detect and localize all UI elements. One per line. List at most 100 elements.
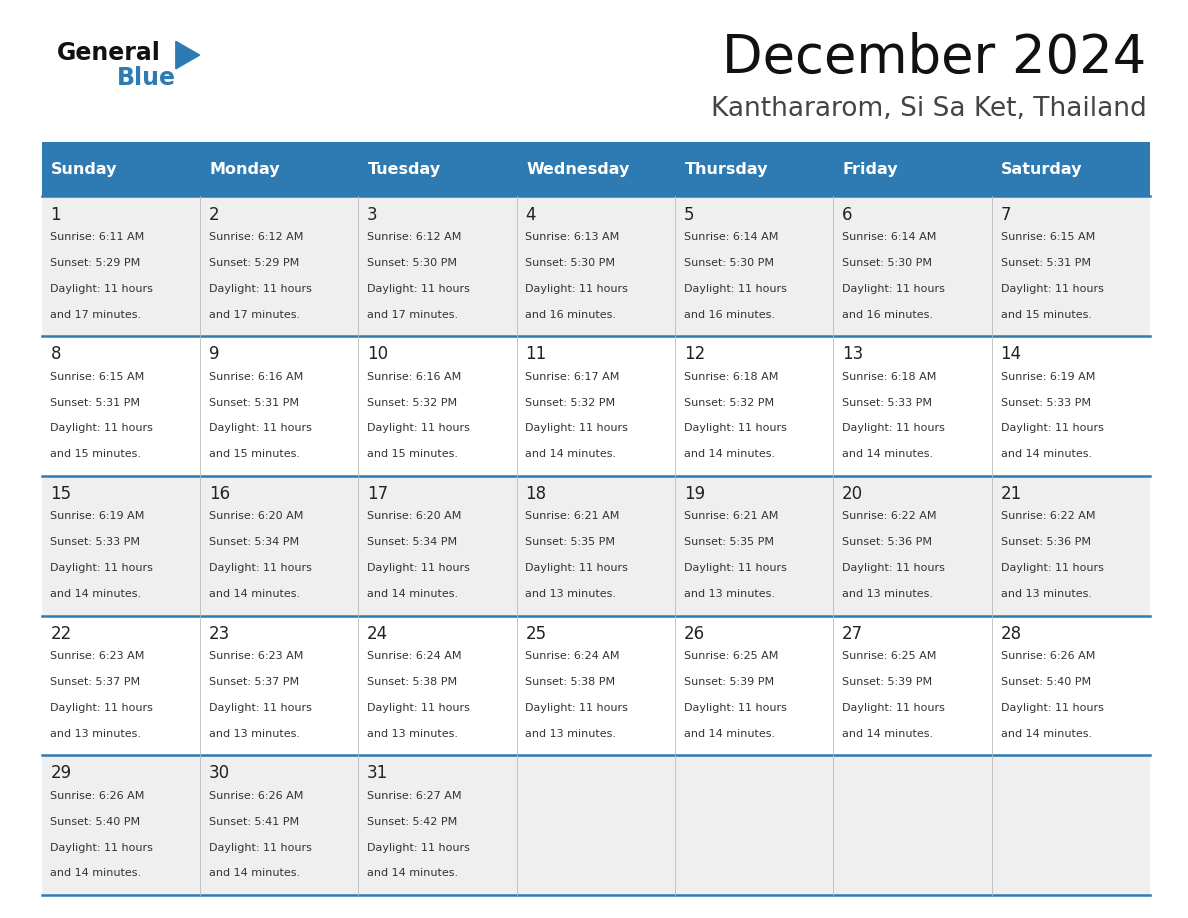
Text: and 13 minutes.: and 13 minutes. <box>50 729 141 739</box>
Text: 30: 30 <box>209 765 230 782</box>
Text: Sunset: 5:30 PM: Sunset: 5:30 PM <box>842 258 933 268</box>
Text: 9: 9 <box>209 345 220 364</box>
Text: and 14 minutes.: and 14 minutes. <box>684 449 775 459</box>
Bar <box>42 196 1150 336</box>
Text: Sunrise: 6:18 AM: Sunrise: 6:18 AM <box>842 372 936 382</box>
Text: and 17 minutes.: and 17 minutes. <box>50 309 141 319</box>
Bar <box>42 756 1150 895</box>
Text: Daylight: 11 hours: Daylight: 11 hours <box>842 423 944 433</box>
Text: Sunset: 5:32 PM: Sunset: 5:32 PM <box>525 397 615 408</box>
Text: 14: 14 <box>1000 345 1022 364</box>
Text: Sunset: 5:36 PM: Sunset: 5:36 PM <box>1000 537 1091 547</box>
Text: Sunrise: 6:12 AM: Sunrise: 6:12 AM <box>367 232 461 242</box>
Text: Sunday: Sunday <box>51 162 118 177</box>
Text: Sunset: 5:33 PM: Sunset: 5:33 PM <box>1000 397 1091 408</box>
Text: Sunrise: 6:14 AM: Sunrise: 6:14 AM <box>842 232 936 242</box>
Text: Daylight: 11 hours: Daylight: 11 hours <box>367 284 470 294</box>
Text: Daylight: 11 hours: Daylight: 11 hours <box>842 563 944 573</box>
Text: Daylight: 11 hours: Daylight: 11 hours <box>684 563 786 573</box>
Bar <box>42 336 1150 476</box>
Text: and 14 minutes.: and 14 minutes. <box>1000 449 1092 459</box>
Text: and 15 minutes.: and 15 minutes. <box>367 449 459 459</box>
Text: Sunrise: 6:18 AM: Sunrise: 6:18 AM <box>684 372 778 382</box>
Text: Daylight: 11 hours: Daylight: 11 hours <box>684 703 786 713</box>
Text: and 14 minutes.: and 14 minutes. <box>209 589 299 599</box>
Text: Daylight: 11 hours: Daylight: 11 hours <box>209 284 311 294</box>
Text: Sunrise: 6:20 AM: Sunrise: 6:20 AM <box>367 511 461 521</box>
Text: Sunrise: 6:11 AM: Sunrise: 6:11 AM <box>50 232 145 242</box>
Text: and 13 minutes.: and 13 minutes. <box>1000 589 1092 599</box>
Text: 2: 2 <box>209 206 220 223</box>
Text: and 15 minutes.: and 15 minutes. <box>1000 309 1092 319</box>
Text: Sunrise: 6:19 AM: Sunrise: 6:19 AM <box>1000 372 1095 382</box>
Text: Sunrise: 6:23 AM: Sunrise: 6:23 AM <box>209 651 303 661</box>
Text: 22: 22 <box>50 624 71 643</box>
Text: Sunset: 5:30 PM: Sunset: 5:30 PM <box>525 258 615 268</box>
Text: Sunrise: 6:26 AM: Sunrise: 6:26 AM <box>209 791 303 800</box>
Text: Daylight: 11 hours: Daylight: 11 hours <box>525 423 628 433</box>
Text: Wednesday: Wednesday <box>526 162 630 177</box>
Text: 15: 15 <box>50 485 71 503</box>
Text: 1: 1 <box>50 206 61 223</box>
Text: Sunrise: 6:24 AM: Sunrise: 6:24 AM <box>367 651 462 661</box>
Text: Daylight: 11 hours: Daylight: 11 hours <box>367 703 470 713</box>
Text: Sunset: 5:29 PM: Sunset: 5:29 PM <box>209 258 299 268</box>
Text: and 13 minutes.: and 13 minutes. <box>209 729 299 739</box>
Text: and 13 minutes.: and 13 minutes. <box>684 589 775 599</box>
Text: and 14 minutes.: and 14 minutes. <box>1000 729 1092 739</box>
Text: Daylight: 11 hours: Daylight: 11 hours <box>1000 563 1104 573</box>
Text: 19: 19 <box>684 485 704 503</box>
Text: Sunset: 5:29 PM: Sunset: 5:29 PM <box>50 258 140 268</box>
Text: 24: 24 <box>367 624 388 643</box>
Text: Kanthararom, Si Sa Ket, Thailand: Kanthararom, Si Sa Ket, Thailand <box>710 96 1146 122</box>
Text: Blue: Blue <box>116 66 176 90</box>
Text: Sunrise: 6:21 AM: Sunrise: 6:21 AM <box>684 511 778 521</box>
Text: Sunrise: 6:20 AM: Sunrise: 6:20 AM <box>209 511 303 521</box>
Text: Sunset: 5:34 PM: Sunset: 5:34 PM <box>209 537 299 547</box>
Text: 28: 28 <box>1000 624 1022 643</box>
Text: Daylight: 11 hours: Daylight: 11 hours <box>525 284 628 294</box>
Text: 5: 5 <box>684 206 694 223</box>
Text: Sunrise: 6:16 AM: Sunrise: 6:16 AM <box>209 372 303 382</box>
Text: Sunset: 5:37 PM: Sunset: 5:37 PM <box>50 677 140 687</box>
Text: Sunset: 5:31 PM: Sunset: 5:31 PM <box>209 397 299 408</box>
Text: Sunset: 5:33 PM: Sunset: 5:33 PM <box>50 537 140 547</box>
Text: 7: 7 <box>1000 206 1011 223</box>
Text: Sunset: 5:38 PM: Sunset: 5:38 PM <box>367 677 457 687</box>
Text: Sunset: 5:38 PM: Sunset: 5:38 PM <box>525 677 615 687</box>
Text: Daylight: 11 hours: Daylight: 11 hours <box>50 423 153 433</box>
Text: General: General <box>57 41 160 65</box>
Text: 6: 6 <box>842 206 853 223</box>
Text: Sunset: 5:35 PM: Sunset: 5:35 PM <box>525 537 615 547</box>
Text: and 17 minutes.: and 17 minutes. <box>209 309 299 319</box>
Text: and 13 minutes.: and 13 minutes. <box>525 729 617 739</box>
Text: and 16 minutes.: and 16 minutes. <box>842 309 933 319</box>
Text: Friday: Friday <box>842 162 898 177</box>
Text: Daylight: 11 hours: Daylight: 11 hours <box>209 423 311 433</box>
Text: Sunset: 5:30 PM: Sunset: 5:30 PM <box>367 258 457 268</box>
Text: Sunset: 5:31 PM: Sunset: 5:31 PM <box>1000 258 1091 268</box>
Text: and 14 minutes.: and 14 minutes. <box>50 868 141 879</box>
Text: 25: 25 <box>525 624 546 643</box>
Text: and 14 minutes.: and 14 minutes. <box>842 449 934 459</box>
Text: Sunset: 5:42 PM: Sunset: 5:42 PM <box>367 817 457 827</box>
Text: Daylight: 11 hours: Daylight: 11 hours <box>367 563 470 573</box>
Text: Sunrise: 6:25 AM: Sunrise: 6:25 AM <box>684 651 778 661</box>
Text: Sunrise: 6:26 AM: Sunrise: 6:26 AM <box>50 791 145 800</box>
Text: 3: 3 <box>367 206 378 223</box>
Text: Sunrise: 6:17 AM: Sunrise: 6:17 AM <box>525 372 620 382</box>
Text: December 2024: December 2024 <box>722 32 1146 84</box>
Text: 29: 29 <box>50 765 71 782</box>
Text: 17: 17 <box>367 485 388 503</box>
Text: Daylight: 11 hours: Daylight: 11 hours <box>842 284 944 294</box>
Text: Sunrise: 6:15 AM: Sunrise: 6:15 AM <box>50 372 145 382</box>
Text: Sunrise: 6:26 AM: Sunrise: 6:26 AM <box>1000 651 1095 661</box>
Text: Sunset: 5:37 PM: Sunset: 5:37 PM <box>209 677 299 687</box>
Text: Sunrise: 6:12 AM: Sunrise: 6:12 AM <box>209 232 303 242</box>
Text: Daylight: 11 hours: Daylight: 11 hours <box>209 703 311 713</box>
Text: and 14 minutes.: and 14 minutes. <box>50 589 141 599</box>
Text: Sunrise: 6:13 AM: Sunrise: 6:13 AM <box>525 232 620 242</box>
Text: Daylight: 11 hours: Daylight: 11 hours <box>1000 423 1104 433</box>
Text: Daylight: 11 hours: Daylight: 11 hours <box>684 423 786 433</box>
Text: 16: 16 <box>209 485 230 503</box>
